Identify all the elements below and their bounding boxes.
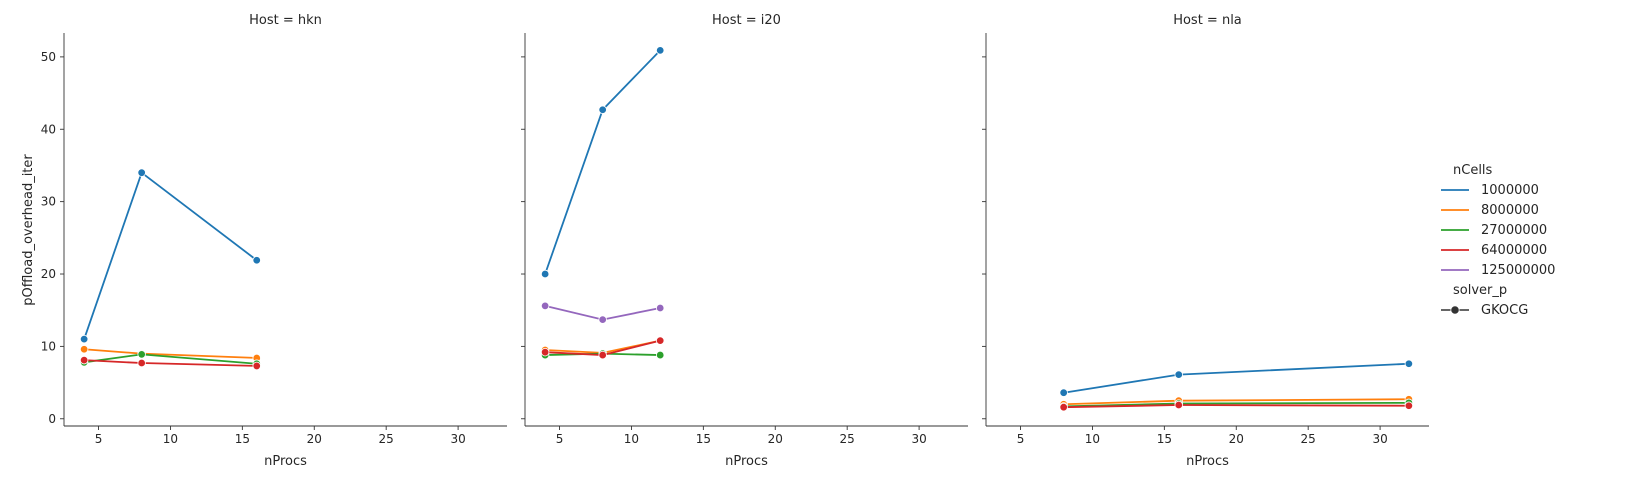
legend-label: 1000000 — [1481, 183, 1539, 198]
legend-style-title: solver_p — [1453, 283, 1507, 298]
y-tick-label: 20 — [41, 267, 56, 281]
data-point — [1174, 400, 1183, 410]
x-tick-label: 25 — [840, 432, 855, 446]
x-tick-label: 15 — [1157, 432, 1172, 446]
x-tick-label: 25 — [1301, 432, 1316, 446]
data-point — [540, 347, 550, 357]
x-tick-label: 25 — [379, 432, 394, 446]
series-line — [84, 353, 257, 365]
legend-entry-125000000: 125000000 — [1441, 263, 1555, 278]
panel-1: Host = i20 5 10 15 20 25 30 nProcs — [521, 13, 968, 469]
data-point — [540, 301, 550, 311]
y-tick-label: 30 — [41, 195, 56, 209]
data-point — [656, 336, 665, 345]
data-point — [598, 315, 607, 324]
panel-2: Host = nla 5 10 15 20 25 30 nProcs — [982, 13, 1429, 469]
panel-title: Host = hkn — [249, 13, 322, 28]
data-point — [79, 355, 89, 365]
legend-entry-1000000: 1000000 — [1441, 183, 1539, 198]
data-point — [79, 334, 89, 344]
series-line — [544, 49, 661, 275]
data-point — [137, 358, 146, 368]
y-tick-label: 40 — [41, 122, 56, 136]
x-tick-label: 5 — [556, 432, 564, 446]
data-point — [598, 105, 607, 114]
panel-title: Host = i20 — [712, 13, 781, 28]
panel-title: Host = nla — [1173, 13, 1242, 28]
data-point — [656, 350, 665, 360]
x-tick-label: 15 — [696, 432, 711, 446]
series-1000000 — [1059, 359, 1414, 397]
series-125000000 — [540, 301, 665, 324]
legend-entry-8000000: 8000000 — [1441, 203, 1539, 218]
legend-style-entry: GKOCG — [1441, 303, 1528, 318]
series-line — [1063, 362, 1409, 394]
series-1000000 — [540, 46, 665, 279]
legend-label: 8000000 — [1481, 203, 1539, 218]
data-point — [137, 168, 146, 177]
x-axis-label: nProcs — [264, 454, 307, 469]
x-tick-label: 5 — [95, 432, 103, 446]
series-64000000 — [1059, 400, 1414, 412]
series-64000000 — [540, 336, 665, 360]
x-tick-label: 30 — [1372, 432, 1387, 446]
data-point — [1059, 402, 1068, 412]
x-axis-label: nProcs — [725, 454, 768, 469]
legend: nCells 1000000 8000000 27000000 64000000 125… — [1441, 163, 1555, 318]
data-point — [137, 350, 146, 359]
x-tick-label: 30 — [450, 432, 465, 446]
data-point — [1174, 370, 1183, 379]
x-tick-label: 10 — [163, 432, 178, 446]
legend-style-marker — [1450, 305, 1460, 315]
x-tick-label: 20 — [768, 432, 783, 446]
x-tick-label: 15 — [235, 432, 250, 446]
legend-entry-64000000: 64000000 — [1441, 243, 1547, 258]
legend-hue-title: nCells — [1453, 163, 1493, 178]
series-line — [1063, 404, 1409, 409]
data-point — [598, 350, 607, 360]
series-1000000 — [79, 168, 261, 344]
legend-style-label: GKOCG — [1481, 303, 1528, 318]
legend-label: 27000000 — [1481, 223, 1547, 238]
x-axis-label: nProcs — [1186, 454, 1229, 469]
legend-label: 125000000 — [1481, 263, 1555, 278]
series-64000000 — [79, 355, 261, 371]
legend-series-entries: 1000000 8000000 27000000 64000000 125000000 — [1441, 183, 1555, 278]
data-point — [1404, 359, 1414, 368]
x-tick-label: 10 — [1085, 432, 1100, 446]
data-point — [1404, 401, 1414, 410]
y-tick-label: 10 — [41, 339, 56, 353]
y-axis-label: pOffload_overhead_iter — [21, 154, 36, 306]
series-line — [83, 171, 258, 340]
data-point — [656, 46, 665, 55]
legend-entry-27000000: 27000000 — [1441, 223, 1547, 238]
x-tick-label: 5 — [1017, 432, 1025, 446]
data-point — [1059, 388, 1068, 397]
data-point — [540, 269, 550, 279]
x-tick-label: 20 — [307, 432, 322, 446]
legend-label: 64000000 — [1481, 243, 1547, 258]
data-point — [252, 256, 261, 265]
y-tick-label: 50 — [41, 50, 56, 64]
panel-0: Host = hkn 0 10 20 30 40 50 5 10 15 20 25 30 nProcs — [41, 13, 507, 469]
data-point — [656, 303, 665, 313]
data-point — [79, 345, 89, 354]
y-tick-label: 0 — [48, 412, 56, 426]
x-tick-label: 10 — [624, 432, 639, 446]
x-tick-label: 30 — [911, 432, 926, 446]
x-tick-label: 20 — [1229, 432, 1244, 446]
data-point — [252, 361, 261, 371]
